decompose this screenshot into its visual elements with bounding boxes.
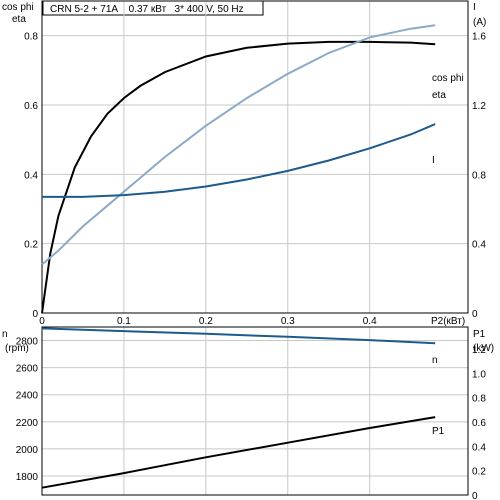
top-left-tick-0-8: 0.8 [24, 32, 38, 43]
bottom-right-axis-label-line1: P1 [473, 329, 486, 340]
top-plot-frame [41, 0, 469, 314]
bottom-left-tick-2200: 2200 [16, 418, 39, 429]
top-right-tick-1-2: 1.2 [472, 101, 486, 112]
series-cos-phi-line [41, 24, 436, 266]
bottom-left-tick-1800: 1800 [16, 472, 39, 483]
top-right-axis-label-line1: I [473, 2, 476, 13]
top-left-tick-0-2: 0.2 [24, 240, 38, 251]
bottom-right-tick-0-8: 0.8 [472, 394, 486, 405]
top-chart: 0 0.1 0.2 0.3 0.4 0 0.2 0.4 0.6 0.8 0 0.4 0.8 1.2 1.6 c… [2, 0, 486, 327]
bottom-right-tick-1-2: 1.2 [472, 345, 486, 356]
series-speed-label: n [432, 355, 438, 366]
top-right-tick-0: 0 [472, 309, 478, 320]
top-x-tick-0-4: 0.4 [363, 316, 377, 327]
bottom-left-tick-2400: 2400 [16, 391, 39, 402]
top-x-tick-0-1: 0.1 [117, 316, 131, 327]
top-left-tick-0-6: 0.6 [24, 101, 38, 112]
bottom-plot-frame [41, 326, 469, 496]
top-right-axis-label-line2: (A) [473, 17, 486, 28]
bottom-left-tick-2800: 2800 [16, 337, 39, 348]
bottom-right-axis-label-line2: (kW) [473, 343, 494, 354]
top-left-tick-0: 0 [32, 309, 38, 320]
series-cos-phi-label: cos phi [432, 73, 464, 84]
header-title: CRN 5-2 + 71A 0.37 кВт 3* 400 V, 50 Hz [50, 4, 244, 15]
bottom-right-tick-0: 0 [472, 491, 478, 500]
bottom-right-tick-0-2: 0.2 [472, 467, 486, 478]
top-left-tick-0-4: 0.4 [24, 170, 38, 181]
top-x-axis-label: P2(кВт) [431, 316, 465, 327]
series-current-label: I [432, 155, 435, 166]
top-x-tick-0-2: 0.2 [199, 316, 213, 327]
top-right-tick-0-4: 0.4 [472, 240, 486, 251]
top-x-tick-0-3: 0.3 [281, 316, 295, 327]
bottom-left-axis-label-line1: n [2, 329, 8, 340]
bottom-right-tick-0-6: 0.6 [472, 418, 486, 429]
bottom-left-tick-2600: 2600 [16, 364, 39, 375]
series-power-p1-line [41, 416, 436, 489]
top-left-axis-label-line2: eta [12, 14, 26, 25]
series-power-p1-label: P1 [432, 426, 445, 437]
top-right-tick-0-8: 0.8 [472, 170, 486, 181]
top-left-axis-label-line1: cos phi [2, 2, 34, 13]
top-right-tick-1-6: 1.6 [472, 32, 486, 43]
top-x-tick-0: 0 [39, 316, 45, 327]
series-current-line [42, 123, 436, 198]
bottom-chart: 1800 2000 2200 2400 2600 2800 0 0.2 0.4 0.6 0.8 1.0… [2, 326, 494, 500]
series-speed-line [41, 327, 436, 345]
bottom-left-axis-label-line2: (rpm) [5, 343, 29, 354]
series-eta-line [41, 40, 436, 314]
bottom-left-tick-2000: 2000 [16, 445, 39, 456]
bottom-right-tick-1: 1.0 [472, 369, 486, 380]
series-eta-label: eta [432, 90, 446, 101]
bottom-right-tick-0-4: 0.4 [472, 442, 486, 453]
